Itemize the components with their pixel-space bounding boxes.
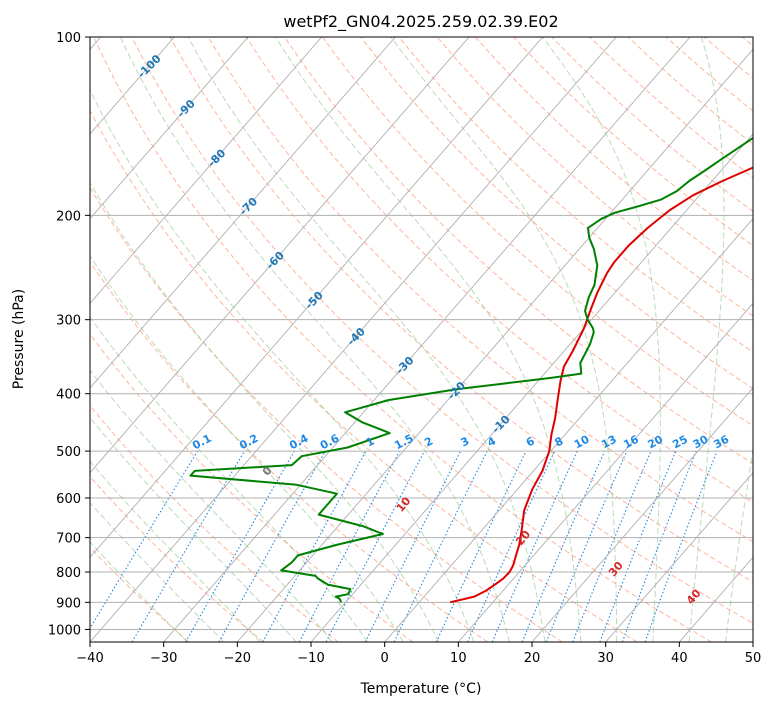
moist-adiabat — [119, 37, 510, 642]
x-tick-label: −20 — [224, 651, 251, 666]
moist-adiabat — [90, 460, 261, 642]
x-tick-label: −30 — [150, 651, 177, 666]
chart-title: wetPf2_GN04.2025.259.02.39.E02 — [283, 12, 558, 32]
isotherm — [384, 217, 753, 642]
moist-adiabat — [90, 181, 439, 642]
mixing-ratio-label: 13 — [599, 433, 619, 452]
isotherm — [752, 641, 753, 642]
moist-adiabat — [688, 37, 725, 642]
x-tick-label: 10 — [450, 651, 467, 666]
mixing-ratio-line — [364, 450, 462, 642]
dry-adiabat — [90, 260, 488, 642]
isotherm — [605, 471, 753, 642]
y-tick-label: 700 — [56, 532, 81, 547]
moist-adiabat — [90, 416, 297, 642]
dry-adiabat — [90, 475, 264, 642]
mixing-ratio-line — [262, 450, 367, 642]
mixing-ratio-line — [325, 450, 425, 642]
moist-adiabat — [187, 37, 546, 642]
x-tick-label: 30 — [597, 651, 614, 666]
isotherm — [90, 37, 323, 304]
temperature-line — [449, 166, 753, 604]
mixing-ratio-label: 30 — [691, 433, 711, 452]
x-tick-label: 40 — [671, 651, 688, 666]
dry-adiabat — [322, 37, 753, 427]
plot-frame — [89, 36, 754, 643]
y-tick-label: 800 — [56, 566, 81, 581]
isotherm — [531, 387, 753, 642]
plot-background — [90, 37, 753, 642]
moist-adiabat — [725, 446, 753, 642]
moist-adiabat — [542, 37, 661, 642]
x-tick-label: 20 — [524, 651, 541, 666]
dry-adiabat — [90, 404, 339, 642]
y-tick-label: 1000 — [48, 623, 81, 638]
skewed-isotherms — [90, 37, 753, 642]
isotherm — [236, 48, 753, 642]
dry-adiabat — [93, 37, 712, 642]
dry-adiabat — [436, 37, 753, 317]
mixing-ratio-label: 10 — [572, 433, 592, 452]
moist-adiabat — [274, 37, 582, 642]
mixing-ratio-label: 25 — [670, 433, 690, 452]
x-tick-label: −40 — [76, 651, 103, 666]
dry-adiabat — [245, 37, 753, 503]
isotherm — [90, 37, 617, 642]
pressure-gridlines — [90, 37, 753, 630]
y-axis-label: Pressure (hPa) — [11, 289, 27, 389]
moist-adiabat — [762, 37, 775, 642]
isotherm — [90, 37, 470, 474]
mixing-ratio-label: 20 — [646, 433, 666, 452]
x-axis-label: Temperature (°C) — [360, 681, 482, 697]
moist-adiabat — [90, 254, 404, 642]
isotherm — [90, 37, 544, 559]
isotherm — [310, 133, 753, 642]
y-axis-ticks: 100 200 300 400 500 600 700 800 900 1000 — [48, 31, 90, 638]
x-axis-ticks: −40 −30 −20 −10 0 10 20 30 40 50 — [76, 642, 761, 666]
dewpoint-line — [189, 136, 753, 603]
mixing-ratio-line — [545, 450, 628, 642]
mixing-ratio-line — [218, 450, 326, 642]
moist-adiabat — [90, 501, 225, 642]
isotherm — [90, 37, 396, 389]
y-tick-label: 100 — [56, 31, 81, 46]
dry-adiabat — [169, 37, 753, 583]
y-tick-label: 200 — [56, 209, 81, 224]
mixing-ratio-line — [572, 450, 652, 642]
mixing-ratio-line — [185, 450, 295, 642]
y-tick-label: 600 — [56, 492, 81, 507]
mixing-ratio-label: 16 — [621, 433, 641, 452]
mixing-ratio-line — [435, 450, 527, 642]
mixing-ratio-label: 36 — [712, 433, 732, 452]
moist-adiabat — [90, 541, 188, 642]
x-tick-label: 0 — [381, 651, 389, 666]
profile-series — [189, 136, 753, 604]
dry-adiabat — [90, 186, 563, 642]
y-tick-label: 500 — [56, 445, 81, 460]
dry-adiabat — [131, 37, 753, 624]
x-tick-label: −10 — [297, 651, 324, 666]
moist-adiabat — [90, 369, 333, 642]
y-tick-label: 300 — [56, 314, 81, 329]
mixing-ratio-line — [521, 450, 606, 642]
mixing-ratio-line — [466, 450, 556, 642]
y-tick-label: 400 — [56, 388, 81, 403]
isotherm — [90, 37, 249, 220]
x-tick-label: 50 — [745, 651, 762, 666]
isotherm — [163, 37, 691, 642]
moist-adiabat — [390, 37, 618, 642]
isotherm — [457, 302, 753, 642]
y-tick-label: 900 — [56, 596, 81, 611]
mixing-ratio-line — [298, 450, 401, 642]
